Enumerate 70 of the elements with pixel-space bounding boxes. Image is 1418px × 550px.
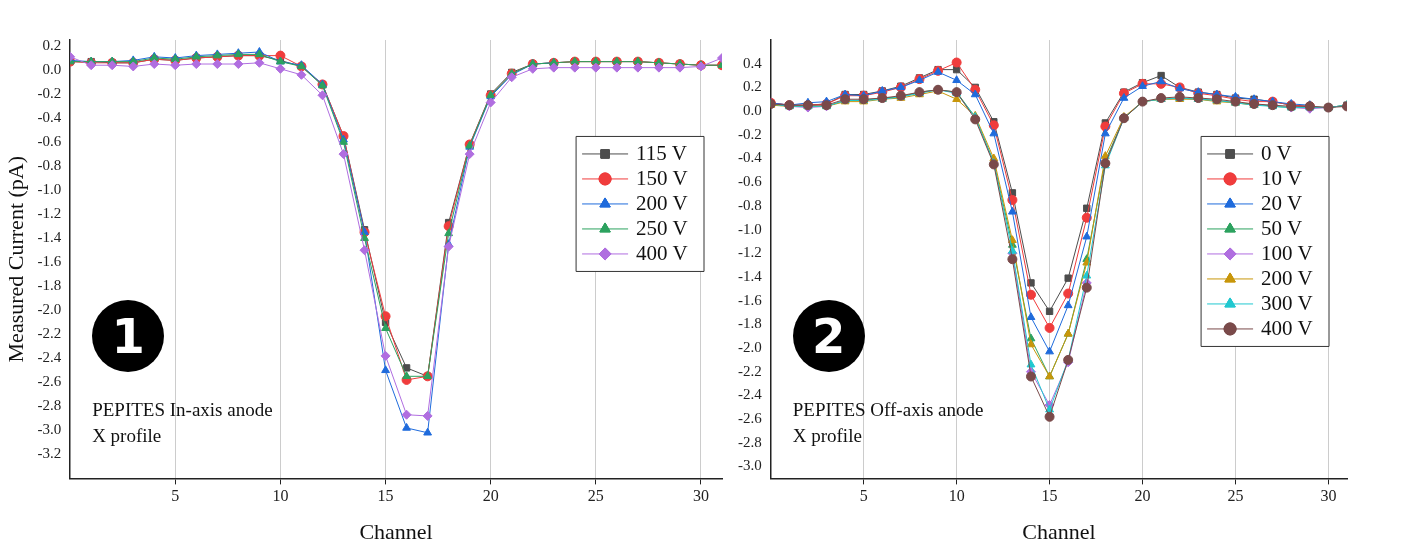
annotation: PEPITES Off-axis anode <box>792 399 984 421</box>
y-tick-label: -2.6 <box>738 410 763 427</box>
legend-label: 250 V <box>636 216 688 241</box>
legend-label: 300 V <box>1261 291 1313 316</box>
y-tick-label: -1.0 <box>37 181 62 198</box>
y-tick-label: -2.4 <box>37 349 62 366</box>
y-tick-label: -2.8 <box>738 433 762 450</box>
y-tick-label: 0.4 <box>743 54 763 71</box>
y-tick-label: -1.0 <box>738 220 762 237</box>
y-tick-label: -1.2 <box>738 244 762 261</box>
x-tick-label: 5 <box>171 487 180 505</box>
x-tick-label: 15 <box>1041 487 1058 505</box>
annotation: X profile <box>792 425 862 447</box>
annotation: PEPITES In-axis anode <box>92 399 273 421</box>
x-tick-label: 5 <box>859 487 868 505</box>
y-tick-label: -2.0 <box>738 339 762 355</box>
y-tick-label: -2.8 <box>37 397 62 414</box>
y-tick-label: -0.6 <box>738 173 763 190</box>
y-tick-label: -0.6 <box>37 133 62 150</box>
y-tick-label: -2.2 <box>738 362 762 379</box>
legend-label: 200 V <box>636 191 688 216</box>
y-tick-label: -1.6 <box>738 291 763 308</box>
x-tick-label: 25 <box>1227 487 1244 505</box>
numbered-circle-icon: 1 <box>92 300 165 373</box>
x-tick-label: 10 <box>272 487 289 505</box>
y-tick-label: -0.4 <box>738 149 763 166</box>
y-tick-label: 0.0 <box>42 60 62 77</box>
y-tick-label: -2.0 <box>37 301 62 318</box>
legend-label: 50 V <box>1261 216 1303 241</box>
y-tick-label: -0.2 <box>37 84 62 101</box>
legend-label: 10 V <box>1261 166 1303 191</box>
y-tick-label: -0.4 <box>37 109 62 126</box>
y-tick-label: -1.8 <box>738 315 762 332</box>
x-axis-title: Channel <box>359 518 433 544</box>
y-tick-label: -0.8 <box>738 196 762 213</box>
x-tick-label: 30 <box>1320 487 1337 505</box>
x-tick-label: 10 <box>948 487 965 505</box>
y-tick-label: -1.2 <box>37 205 62 222</box>
x-tick-label: 15 <box>377 487 394 505</box>
x-tick-label: 20 <box>1134 487 1151 505</box>
legend-label: 0 V <box>1261 141 1292 166</box>
y-tick-label: -3.0 <box>37 421 62 438</box>
numbered-circle-icon: 2 <box>792 300 865 373</box>
y-tick-label: -0.8 <box>37 157 62 174</box>
legend-label: 150 V <box>636 166 688 191</box>
x-tick-label: 20 <box>482 487 499 505</box>
legend-label: 115 V <box>636 141 687 166</box>
y-tick-label: 0.0 <box>743 102 762 119</box>
x-axis-title: Channel <box>1022 518 1096 544</box>
y-tick-label: 0.2 <box>42 36 62 53</box>
y-tick-label: -1.8 <box>37 277 62 294</box>
legend-label: 20 V <box>1261 191 1303 216</box>
legend-label: 400 V <box>636 241 688 266</box>
y-tick-label: -3.0 <box>738 457 762 474</box>
legend-label: 200 V <box>1261 266 1313 291</box>
x-tick-label: 30 <box>692 487 709 505</box>
annotation: X profile <box>92 425 162 447</box>
y-tick-label: -1.6 <box>37 253 62 270</box>
y-axis-title: Measured Current (pA) <box>2 155 28 363</box>
y-tick-label: -1.4 <box>37 229 62 246</box>
y-tick-label: -2.2 <box>37 325 62 342</box>
y-tick-label: -2.6 <box>37 373 62 390</box>
x-tick-label: 25 <box>587 487 604 505</box>
y-tick-label: -2.4 <box>738 386 763 403</box>
y-tick-label: -0.2 <box>738 125 762 142</box>
legend-label: 400 V <box>1261 316 1313 341</box>
y-tick-label: 0.2 <box>743 78 762 95</box>
legend-label: 100 V <box>1261 241 1313 266</box>
y-tick-label: -3.2 <box>37 445 62 462</box>
y-tick-label: -1.4 <box>738 267 763 284</box>
